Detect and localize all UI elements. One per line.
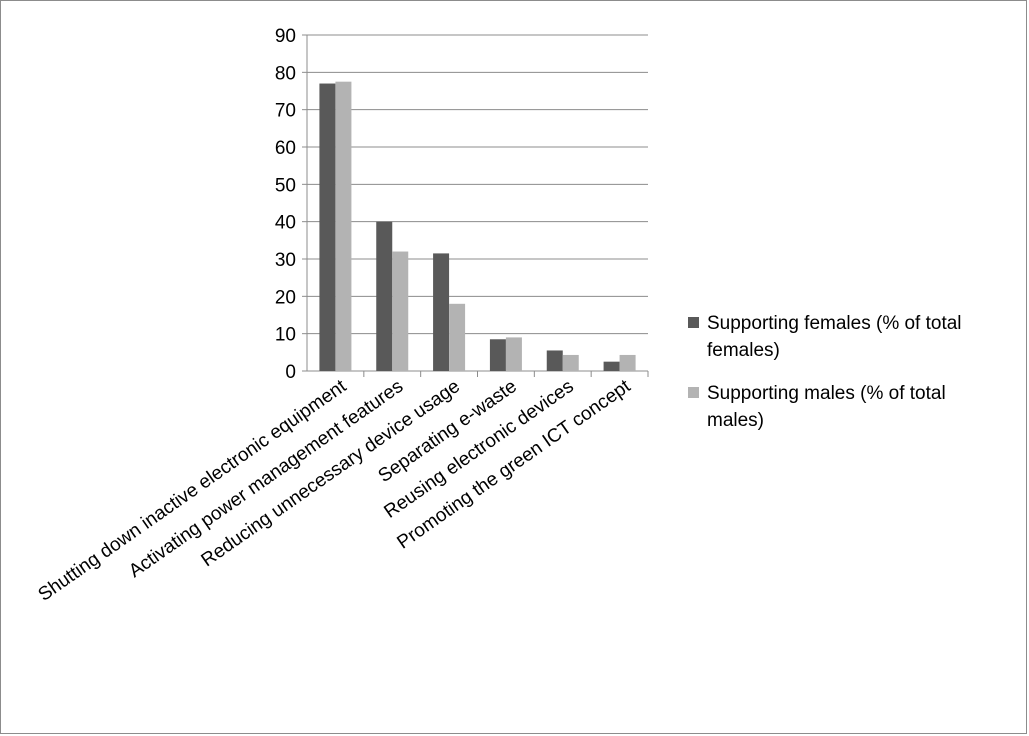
legend-label: females) (707, 340, 780, 361)
y-tick-label: 50 (275, 175, 296, 196)
bar (603, 361, 620, 371)
x-category-label: Activating power management features (125, 376, 407, 582)
legend-label: Supporting females (% of total (707, 313, 962, 334)
legend-label: Supporting males (% of total (707, 383, 946, 404)
bar (335, 81, 352, 372)
y-tick-label: 0 (285, 362, 296, 383)
y-tick-label: 30 (275, 250, 296, 271)
bar (505, 337, 522, 371)
bar (562, 354, 579, 371)
bar (392, 251, 409, 371)
y-tick-label: 70 (275, 101, 296, 122)
y-tick-label: 40 (275, 213, 296, 234)
y-tick-label: 90 (275, 26, 296, 47)
legend-label: males) (707, 410, 764, 431)
legend-swatch (688, 317, 699, 328)
bar (489, 339, 506, 371)
y-tick-label: 10 (275, 325, 296, 346)
bar (546, 350, 563, 371)
bar (433, 253, 450, 371)
y-tick-label: 20 (275, 287, 296, 308)
y-tick-label: 80 (275, 63, 296, 84)
bar (449, 303, 466, 371)
bar (619, 354, 636, 371)
bar (319, 83, 336, 372)
legend-swatch (688, 387, 699, 398)
y-tick-label: 60 (275, 138, 296, 159)
bar (376, 221, 393, 371)
